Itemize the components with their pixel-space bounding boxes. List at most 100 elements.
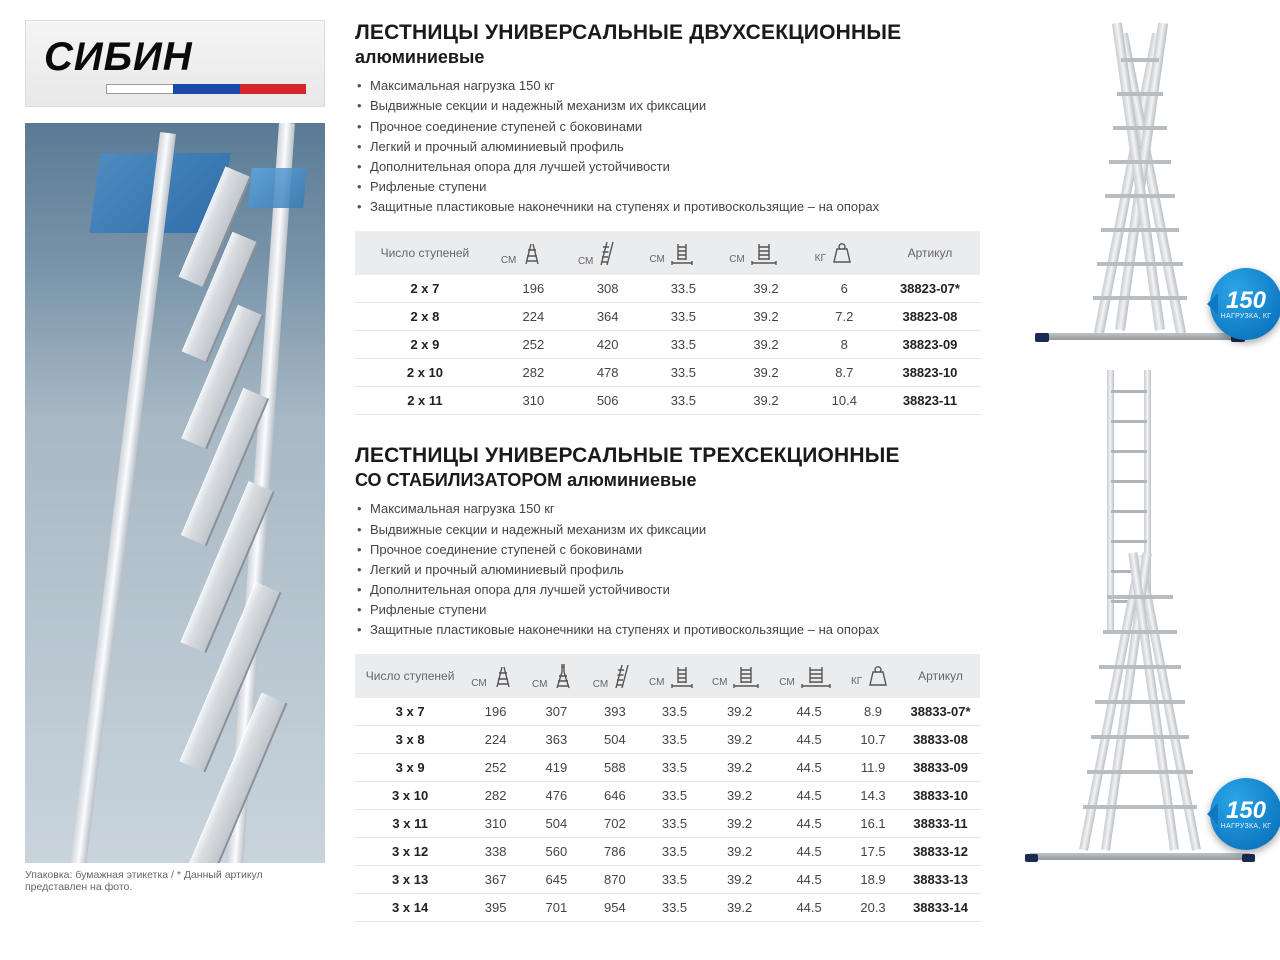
table-cell: 38833-07* (901, 698, 980, 726)
table-cell: 3 x 13 (355, 866, 465, 894)
section-title: ЛЕСТНИЦЫ УНИВЕРСАЛЬНЫЕ ДВУХСЕКЦИОННЫЕ (355, 20, 980, 46)
table-cell: 39.2 (706, 838, 773, 866)
table-row: 3 x 1439570195433.539.244.520.338833-14 (355, 894, 980, 922)
table-cell: 419 (526, 754, 587, 782)
table-header: Артикул (901, 654, 980, 698)
table-cell: 252 (495, 331, 572, 359)
section-subtitle: алюминиевые (355, 47, 980, 68)
table-cell: 39.2 (723, 359, 808, 387)
ladder-photo (25, 123, 325, 863)
table-cell: 33.5 (643, 726, 706, 754)
table-header: СМ (495, 231, 572, 275)
table-cell: 224 (495, 303, 572, 331)
table-cell: 8 (809, 331, 880, 359)
table-cell: 44.5 (773, 838, 845, 866)
feature-item: Легкий и прочный алюминиевый профиль (355, 560, 980, 580)
table-row: 3 x 822436350433.539.244.510.738833-08 (355, 726, 980, 754)
table-cell: 44.5 (773, 866, 845, 894)
table-cell: 252 (465, 754, 526, 782)
table-cell: 39.2 (723, 303, 808, 331)
table-cell: 307 (526, 698, 587, 726)
table-cell: 39.2 (723, 387, 808, 415)
table-row: 2 x 719630833.539.2638823-07* (355, 275, 980, 303)
spec-table: Число ступенейСМСМСМСМСМСМКГАртикул3 x 7… (355, 654, 980, 922)
table-cell: 33.5 (643, 303, 723, 331)
table-cell: 38833-12 (901, 838, 980, 866)
footnote: Упаковка: бумажная этикетка / * Данный а… (25, 869, 325, 893)
table-cell: 33.5 (643, 866, 706, 894)
table-cell: 11.9 (845, 754, 901, 782)
table-header: СМ (572, 231, 644, 275)
table-cell: 39.2 (723, 331, 808, 359)
table-cell: 506 (572, 387, 644, 415)
table-header: СМ (723, 231, 808, 275)
table-cell: 2 x 8 (355, 303, 495, 331)
table-cell: 38823-10 (880, 359, 980, 387)
table-cell: 44.5 (773, 754, 845, 782)
table-header: СМ (465, 654, 526, 698)
table-cell: 308 (572, 275, 644, 303)
table-cell: 39.2 (706, 894, 773, 922)
feature-item: Дополнительная опора для лучшей устойчив… (355, 157, 980, 177)
table-header: Артикул (880, 231, 980, 275)
table-cell: 196 (495, 275, 572, 303)
table-header: СМ (643, 231, 723, 275)
brand-logo-box: СИБИН (25, 20, 325, 107)
feature-item: Максимальная нагрузка 150 кг (355, 499, 980, 519)
spec-table: Число ступенейСМСМСМСМКГАртикул2 x 71963… (355, 231, 980, 415)
table-cell: 420 (572, 331, 644, 359)
table-cell: 20.3 (845, 894, 901, 922)
table-cell: 702 (587, 810, 643, 838)
table-cell: 786 (587, 838, 643, 866)
table-cell: 38823-08 (880, 303, 980, 331)
table-cell: 33.5 (643, 698, 706, 726)
feature-item: Прочное соединение ступеней с боковинами (355, 540, 980, 560)
table-header: КГ (845, 654, 901, 698)
table-cell: 7.2 (809, 303, 880, 331)
load-badge: 150 НАГРУЗКА, КГ (1210, 268, 1280, 340)
table-row: 3 x 1233856078633.539.244.517.538833-12 (355, 838, 980, 866)
section-title: ЛЕСТНИЦЫ УНИВЕРСАЛЬНЫЕ ТРЕХСЕКЦИОННЫЕ (355, 443, 980, 469)
load-badge: 150 НАГРУЗКА, КГ (1210, 778, 1280, 850)
table-row: 3 x 1131050470233.539.244.516.138833-11 (355, 810, 980, 838)
table-header: Число ступеней (355, 654, 465, 698)
table-header: СМ (773, 654, 845, 698)
table-row: 2 x 925242033.539.2838823-09 (355, 331, 980, 359)
feature-list: Максимальная нагрузка 150 кгВыдвижные се… (355, 499, 980, 640)
table-cell: 2 x 11 (355, 387, 495, 415)
table-cell: 38823-09 (880, 331, 980, 359)
table-cell: 224 (465, 726, 526, 754)
table-cell: 38833-10 (901, 782, 980, 810)
table-cell: 3 x 7 (355, 698, 465, 726)
table-cell: 38833-11 (901, 810, 980, 838)
table-cell: 310 (465, 810, 526, 838)
table-cell: 10.7 (845, 726, 901, 754)
table-cell: 16.1 (845, 810, 901, 838)
table-cell: 364 (572, 303, 644, 331)
table-cell: 588 (587, 754, 643, 782)
table-cell: 504 (587, 726, 643, 754)
table-cell: 39.2 (706, 726, 773, 754)
table-cell: 33.5 (643, 782, 706, 810)
table-cell: 8.7 (809, 359, 880, 387)
table-cell: 33.5 (643, 754, 706, 782)
table-cell: 38833-13 (901, 866, 980, 894)
table-cell: 395 (465, 894, 526, 922)
feature-item: Защитные пластиковые наконечники на ступ… (355, 620, 980, 640)
feature-list: Максимальная нагрузка 150 кгВыдвижные се… (355, 76, 980, 217)
table-cell: 476 (526, 782, 587, 810)
table-header: СМ (643, 654, 706, 698)
table-cell: 33.5 (643, 359, 723, 387)
feature-item: Дополнительная опора для лучшей устойчив… (355, 580, 980, 600)
table-cell: 38823-11 (880, 387, 980, 415)
table-cell: 44.5 (773, 782, 845, 810)
table-cell: 10.4 (809, 387, 880, 415)
table-cell: 44.5 (773, 726, 845, 754)
table-cell: 2 x 7 (355, 275, 495, 303)
feature-item: Рифленые ступени (355, 177, 980, 197)
table-cell: 14.3 (845, 782, 901, 810)
feature-item: Защитные пластиковые наконечники на ступ… (355, 197, 980, 217)
table-cell: 3 x 9 (355, 754, 465, 782)
table-cell: 17.5 (845, 838, 901, 866)
table-cell: 33.5 (643, 838, 706, 866)
